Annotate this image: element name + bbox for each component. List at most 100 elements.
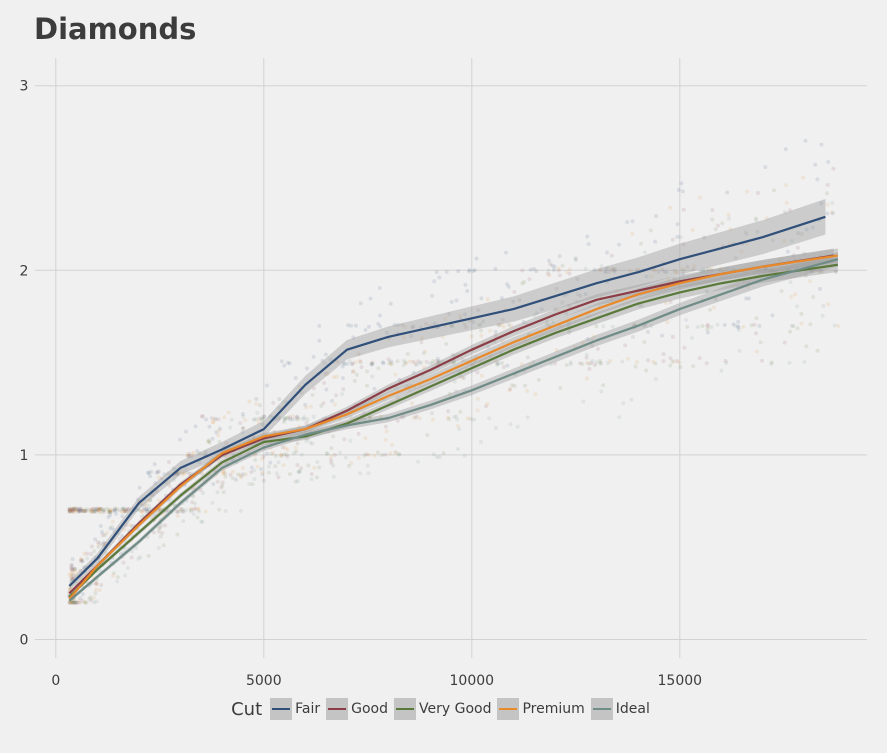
scatter-point xyxy=(580,341,585,346)
scatter-point xyxy=(216,428,221,433)
scatter-point xyxy=(157,508,162,513)
scatter-point xyxy=(462,312,467,317)
scatter-point xyxy=(71,506,76,511)
scatter-point xyxy=(444,269,449,274)
scatter-point xyxy=(451,359,456,364)
scatter-point xyxy=(378,324,383,329)
scatter-point xyxy=(146,507,151,512)
scatter-point xyxy=(261,414,266,419)
scatter-point xyxy=(329,460,334,465)
scatter-point xyxy=(243,418,248,423)
scatter-point xyxy=(539,307,544,312)
scatter-point xyxy=(395,395,400,400)
scatter-point xyxy=(359,365,364,370)
legend-key xyxy=(497,698,520,720)
scatter-point xyxy=(825,211,830,216)
scatter-point xyxy=(100,533,105,538)
scatter-point xyxy=(274,471,279,476)
scatter-point xyxy=(507,388,512,393)
scatter-point xyxy=(397,377,402,382)
scatter-point xyxy=(94,581,99,586)
scatter-point xyxy=(691,266,696,271)
scatter-point xyxy=(362,417,367,422)
scatter-point xyxy=(73,600,78,605)
legend-key xyxy=(326,698,349,720)
scatter-point xyxy=(675,222,680,227)
scatter-point xyxy=(101,540,106,545)
scatter-point xyxy=(736,327,741,332)
scatter-point xyxy=(110,519,115,524)
scatter-point xyxy=(80,558,85,563)
scatter-point xyxy=(520,268,525,273)
scatter-point xyxy=(585,234,590,239)
scatter-point xyxy=(365,463,370,468)
scatter-point xyxy=(418,384,423,389)
scatter-point xyxy=(71,506,76,511)
scatter-point xyxy=(98,506,103,511)
scatter-point xyxy=(310,392,315,397)
scatter-point xyxy=(416,359,421,364)
scatter-point xyxy=(682,345,687,350)
scatter-point xyxy=(282,452,287,457)
scatter-point xyxy=(352,378,357,383)
scatter-point xyxy=(122,509,127,514)
scatter-point xyxy=(662,269,667,274)
legend-label: Ideal xyxy=(615,701,650,717)
scatter-point xyxy=(388,362,393,367)
scatter-point xyxy=(784,200,789,205)
confidence-band-premium xyxy=(69,248,838,601)
scatter-point xyxy=(534,311,539,316)
scatter-point xyxy=(206,438,211,443)
scatter-point xyxy=(145,499,150,504)
scatter-point xyxy=(450,324,455,329)
scatter-point xyxy=(113,506,118,511)
scatter-point xyxy=(567,267,572,272)
scatter-point xyxy=(156,475,161,480)
scatter-point xyxy=(94,582,99,587)
scatter-point xyxy=(777,257,782,262)
scatter-point xyxy=(557,273,562,278)
scatter-point xyxy=(69,576,74,581)
scatter-point xyxy=(515,424,520,429)
scatter-point xyxy=(446,417,451,422)
scatter-point xyxy=(631,334,636,339)
scatter-point xyxy=(575,292,580,297)
scatter-point xyxy=(70,600,75,605)
scatter-point xyxy=(789,323,794,328)
scatter-point xyxy=(396,452,401,457)
scatter-point xyxy=(312,465,317,470)
scatter-point xyxy=(799,321,804,326)
scatter-point xyxy=(349,323,354,328)
scatter-point xyxy=(140,509,145,514)
scatter-point xyxy=(384,330,389,335)
scatter-point xyxy=(223,509,228,514)
scatter-point xyxy=(99,582,104,587)
scatter-point xyxy=(769,361,774,366)
scatter-point xyxy=(108,512,113,517)
scatter-point xyxy=(153,481,158,486)
scatter-point xyxy=(308,440,313,445)
scatter-point xyxy=(789,239,794,244)
scatter-point xyxy=(175,472,180,477)
scatter-point xyxy=(757,323,762,328)
scatter-point xyxy=(671,359,676,364)
scatter-point xyxy=(250,482,255,487)
scatter-point xyxy=(334,374,339,379)
scatter-point xyxy=(705,269,710,274)
scatter-point xyxy=(82,600,87,605)
scatter-point xyxy=(235,472,240,477)
scatter-point xyxy=(367,416,372,421)
scatter-point xyxy=(692,263,697,268)
scatter-point xyxy=(448,323,453,328)
scatter-point xyxy=(430,411,435,416)
scatter-point xyxy=(386,357,391,362)
scatter-point xyxy=(317,323,322,328)
scatter-point xyxy=(649,274,654,279)
scatter-point xyxy=(799,311,804,316)
scatter-point xyxy=(121,560,126,565)
scatter-point xyxy=(749,323,754,328)
scatter-point xyxy=(503,250,508,255)
scatter-point xyxy=(611,267,616,272)
scatter-point xyxy=(70,572,75,577)
scatter-point xyxy=(124,508,129,513)
